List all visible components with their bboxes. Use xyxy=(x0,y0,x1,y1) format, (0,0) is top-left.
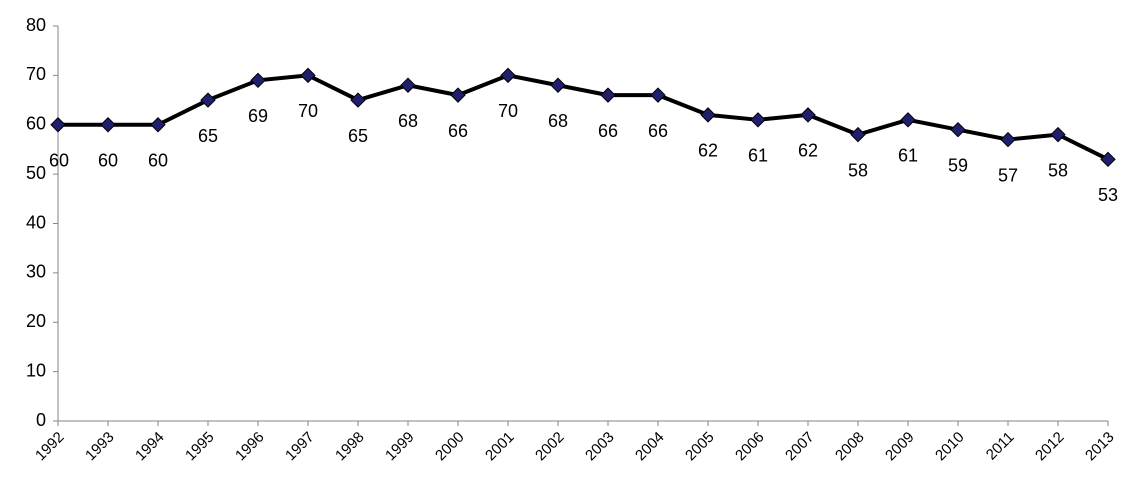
data-label: 70 xyxy=(498,101,518,121)
x-tick-label: 2005 xyxy=(682,429,718,465)
marker xyxy=(50,117,66,133)
y-tick-label: 70 xyxy=(26,64,46,84)
y-tick-label: 40 xyxy=(26,212,46,232)
marker xyxy=(900,112,916,128)
marker xyxy=(800,107,816,123)
marker xyxy=(650,87,666,103)
data-label: 69 xyxy=(248,106,268,126)
x-tick-label: 2001 xyxy=(482,429,518,465)
marker xyxy=(200,92,216,108)
marker xyxy=(550,77,566,93)
data-label: 70 xyxy=(298,101,318,121)
marker xyxy=(500,67,516,84)
marker xyxy=(850,126,866,143)
data-label: 68 xyxy=(398,111,418,131)
data-label: 60 xyxy=(49,151,69,171)
marker xyxy=(450,87,466,103)
marker xyxy=(100,117,116,133)
y-tick-label: 10 xyxy=(26,360,46,380)
data-label: 53 xyxy=(1098,185,1118,205)
marker xyxy=(1050,126,1066,143)
x-tick-label: 2006 xyxy=(732,429,768,465)
x-tick-label: 1999 xyxy=(382,429,418,465)
data-label: 61 xyxy=(748,146,768,166)
data-label: 66 xyxy=(448,121,468,141)
data-label: 60 xyxy=(148,151,168,171)
marker xyxy=(250,72,266,89)
data-label: 66 xyxy=(598,121,618,141)
marker xyxy=(700,107,716,123)
y-tick-label: 0 xyxy=(36,410,46,430)
marker xyxy=(350,92,366,108)
y-tick-label: 20 xyxy=(26,311,46,331)
x-tick-label: 2007 xyxy=(782,429,818,465)
x-tick-label: 1993 xyxy=(82,429,118,465)
marker xyxy=(950,121,966,138)
data-label: 57 xyxy=(998,165,1018,185)
x-tick-label: 1994 xyxy=(132,429,168,465)
x-tick-label: 1995 xyxy=(182,429,218,465)
marker xyxy=(300,67,316,84)
y-tick-label: 30 xyxy=(26,262,46,282)
data-label: 65 xyxy=(348,126,368,146)
x-tick-label: 2011 xyxy=(983,429,1018,464)
data-label: 61 xyxy=(898,146,918,166)
x-tick-label: 2010 xyxy=(932,429,968,465)
y-tick-label: 80 xyxy=(26,15,46,35)
x-tick-label: 1998 xyxy=(332,429,368,465)
marker xyxy=(1100,151,1116,168)
data-label: 68 xyxy=(548,111,568,131)
data-label: 62 xyxy=(798,141,818,161)
line xyxy=(58,73,1109,162)
x-tick-label: 1992 xyxy=(32,429,68,465)
x-tick-label: 2000 xyxy=(432,429,468,465)
data-label: 60 xyxy=(98,151,118,171)
data-label: 58 xyxy=(1048,160,1068,180)
x-tick-label: 1997 xyxy=(282,429,318,465)
marker xyxy=(600,87,616,103)
data-label: 59 xyxy=(948,155,968,175)
x-tick-label: 2009 xyxy=(882,429,918,465)
x-tick-label: 2008 xyxy=(832,429,868,465)
marker xyxy=(150,117,166,133)
x-tick-label: 2004 xyxy=(632,429,668,465)
x-tick-label: 2012 xyxy=(1032,429,1068,465)
data-label: 65 xyxy=(198,126,218,146)
x-tick-label: 2002 xyxy=(532,429,568,465)
marker xyxy=(750,112,766,128)
x-tick-label: 2013 xyxy=(1082,429,1118,465)
x-tick-label: 1996 xyxy=(232,429,268,465)
marker xyxy=(400,77,416,93)
data-label: 66 xyxy=(648,121,668,141)
y-tick-label: 50 xyxy=(26,163,46,183)
x-tick-label: 2003 xyxy=(582,429,618,465)
data-label: 62 xyxy=(698,141,718,161)
data-label: 58 xyxy=(848,160,868,180)
y-tick-label: 60 xyxy=(26,114,46,134)
marker xyxy=(1000,131,1016,148)
